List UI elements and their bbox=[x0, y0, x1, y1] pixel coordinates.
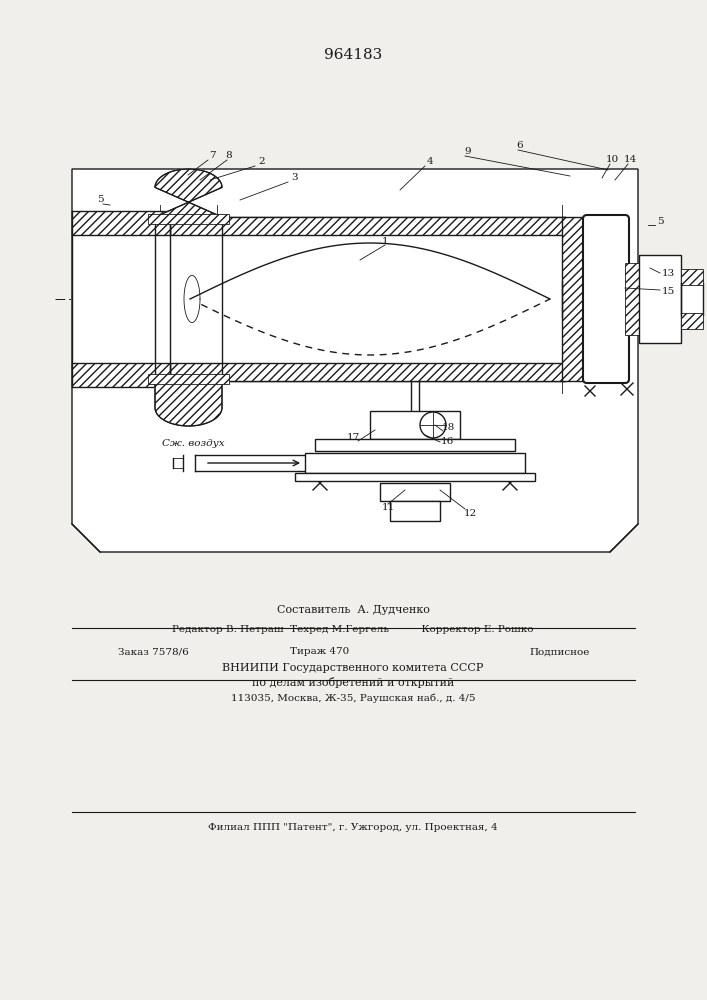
Bar bbox=[370, 411, 460, 439]
Text: 17: 17 bbox=[346, 432, 360, 442]
Bar bbox=[639, 255, 681, 343]
Bar bbox=[315, 439, 515, 451]
Bar bbox=[170, 217, 565, 235]
Text: Сж. воздух: Сж. воздух bbox=[162, 438, 225, 448]
Polygon shape bbox=[155, 169, 222, 217]
Text: Составитель  А. Дудченко: Составитель А. Дудченко bbox=[276, 605, 429, 615]
Text: 8: 8 bbox=[226, 151, 233, 160]
Circle shape bbox=[420, 412, 446, 438]
Text: 16: 16 bbox=[440, 438, 454, 446]
Bar bbox=[148, 214, 229, 224]
Bar bbox=[681, 313, 703, 329]
Bar bbox=[72, 363, 170, 387]
Bar bbox=[295, 473, 535, 481]
Text: 5: 5 bbox=[657, 218, 663, 227]
FancyBboxPatch shape bbox=[583, 215, 629, 383]
Text: 964183: 964183 bbox=[324, 48, 382, 62]
Text: 1: 1 bbox=[382, 237, 388, 246]
Text: 15: 15 bbox=[661, 288, 674, 296]
Text: 2: 2 bbox=[259, 157, 265, 166]
Text: Подписное: Подписное bbox=[530, 648, 590, 656]
Polygon shape bbox=[155, 381, 222, 426]
Text: 14: 14 bbox=[624, 155, 636, 164]
Text: 10: 10 bbox=[605, 155, 619, 164]
Text: 113035, Москва, Ж-35, Раушская наб., д. 4/5: 113035, Москва, Ж-35, Раушская наб., д. … bbox=[230, 693, 475, 703]
Bar bbox=[625, 263, 639, 335]
Bar bbox=[681, 269, 703, 285]
Text: Тираж 470: Тираж 470 bbox=[291, 648, 350, 656]
Bar bbox=[148, 374, 229, 384]
Text: 6: 6 bbox=[517, 141, 523, 150]
Bar bbox=[681, 285, 703, 313]
Text: 5: 5 bbox=[97, 196, 103, 205]
Bar bbox=[72, 235, 170, 363]
Polygon shape bbox=[155, 169, 222, 217]
Bar bbox=[170, 363, 565, 381]
Text: 11: 11 bbox=[381, 504, 395, 512]
Text: 4: 4 bbox=[427, 157, 433, 166]
Text: по делам изобретений и открытий: по делам изобретений и открытий bbox=[252, 676, 454, 688]
Text: Заказ 7578/6: Заказ 7578/6 bbox=[118, 648, 189, 656]
Polygon shape bbox=[184, 275, 200, 323]
Polygon shape bbox=[155, 381, 222, 426]
Bar bbox=[390, 501, 440, 521]
Bar bbox=[562, 217, 584, 381]
Text: 9: 9 bbox=[464, 147, 472, 156]
Text: 7: 7 bbox=[209, 151, 216, 160]
Polygon shape bbox=[72, 169, 638, 552]
Text: Филиал ППП "Патент", г. Ужгород, ул. Проектная, 4: Филиал ППП "Патент", г. Ужгород, ул. Про… bbox=[208, 824, 498, 832]
Text: 12: 12 bbox=[463, 508, 477, 518]
Text: 13: 13 bbox=[661, 269, 674, 278]
Bar bbox=[72, 211, 170, 235]
Text: 18: 18 bbox=[441, 424, 455, 432]
Bar bbox=[380, 483, 450, 501]
Text: ВНИИПИ Государственного комитета СССР: ВНИИПИ Государственного комитета СССР bbox=[222, 663, 484, 673]
Bar bbox=[170, 235, 565, 363]
Bar bbox=[305, 453, 525, 473]
Text: 3: 3 bbox=[292, 174, 298, 182]
Text: Редактор В. Петраш  Техред М.Гергель          Корректор Е. Рошко: Редактор В. Петраш Техред М.Гергель Корр… bbox=[173, 626, 534, 635]
